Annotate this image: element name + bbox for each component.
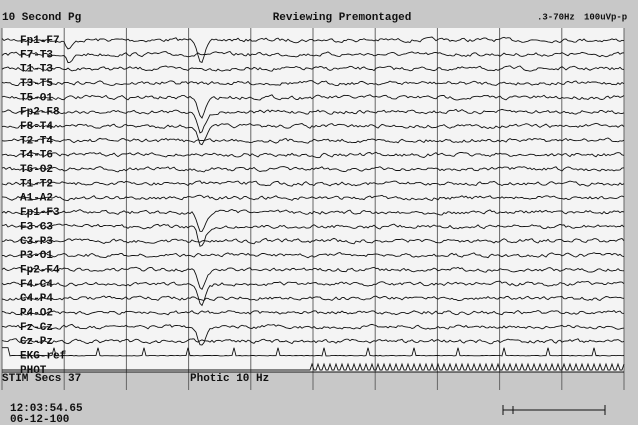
eeg-trace — [1, 122, 625, 146]
eeg-trace — [1, 266, 625, 291]
channel-label: F8-T4 — [20, 121, 53, 133]
channel-label: Fz-Cz — [20, 322, 53, 334]
page-label: 10 Second Pg — [2, 12, 81, 24]
eeg-trace — [1, 209, 625, 232]
channel-label: T1-T3 — [20, 64, 53, 76]
channel-label: T2-T4 — [20, 135, 53, 147]
filter-label: .3-70Hz — [537, 12, 575, 22]
eeg-trace — [1, 36, 625, 63]
mode-label: Reviewing Premontaged — [273, 12, 412, 24]
channel-labels: Fp1-F7 F7-T3 T1-T3 T3-T5 T5-O1 Fp2-F8 F8-T4 T2-… — [20, 35, 67, 377]
scale-bar — [502, 405, 606, 415]
channel-label: T4-T6 — [20, 150, 53, 162]
channel-label: Fp2-F4 — [20, 264, 60, 276]
sensitivity-label: 100uVp-p — [584, 12, 627, 22]
channel-label: T1-T2 — [20, 178, 53, 190]
eeg-trace — [1, 166, 625, 173]
eeg-trace — [2, 223, 625, 247]
channel-label: Fp1-F3 — [20, 207, 60, 219]
channel-label: A1-A2 — [20, 193, 53, 205]
channel-label: Fp1-F7 — [20, 35, 60, 47]
channel-label: F3-C3 — [20, 221, 53, 233]
channel-label: T5-O1 — [20, 92, 53, 104]
channel-label: P3-O1 — [20, 250, 53, 262]
eeg-trace — [2, 347, 625, 357]
stim-label: STIM Secs 37 — [2, 373, 81, 385]
eeg-trace — [1, 137, 625, 144]
eeg-trace — [2, 362, 625, 371]
channel-label: Cz-Pz — [20, 336, 53, 348]
eeg-trace — [1, 280, 625, 307]
channel-label: C3-P3 — [20, 236, 53, 248]
channel-label: F4-C4 — [20, 279, 53, 291]
time-label: 12:03:54.65 — [10, 403, 83, 415]
time-grid — [1, 28, 625, 390]
date-label: 06-12-100 — [10, 414, 69, 425]
photic-label: Photic 10 Hz — [190, 373, 269, 385]
eeg-trace — [1, 80, 625, 87]
eeg-trace — [1, 338, 625, 345]
eeg-trace — [1, 151, 625, 159]
eeg-trace — [1, 50, 625, 64]
eeg-trace — [1, 252, 625, 259]
eeg-trace — [1, 194, 625, 202]
eeg-trace — [1, 295, 625, 302]
channel-label: PHOT — [20, 365, 47, 377]
eeg-trace — [2, 108, 625, 134]
channel-label: C4-P4 — [20, 293, 53, 305]
eeg-trace — [1, 94, 625, 119]
channel-label: Fp2-F8 — [20, 107, 60, 119]
eeg-trace — [2, 237, 625, 245]
channel-label: T3-T5 — [20, 78, 53, 90]
eeg-trace — [1, 323, 625, 346]
traces — [1, 36, 625, 371]
channel-label: EKG-ref — [20, 351, 67, 363]
eeg-trace — [1, 65, 625, 72]
eeg-trace — [1, 180, 625, 187]
channel-label: P4-O2 — [20, 308, 53, 320]
channel-label: F7-T3 — [20, 49, 53, 61]
eeg-trace — [1, 309, 625, 316]
channel-label: T6-O2 — [20, 164, 53, 176]
